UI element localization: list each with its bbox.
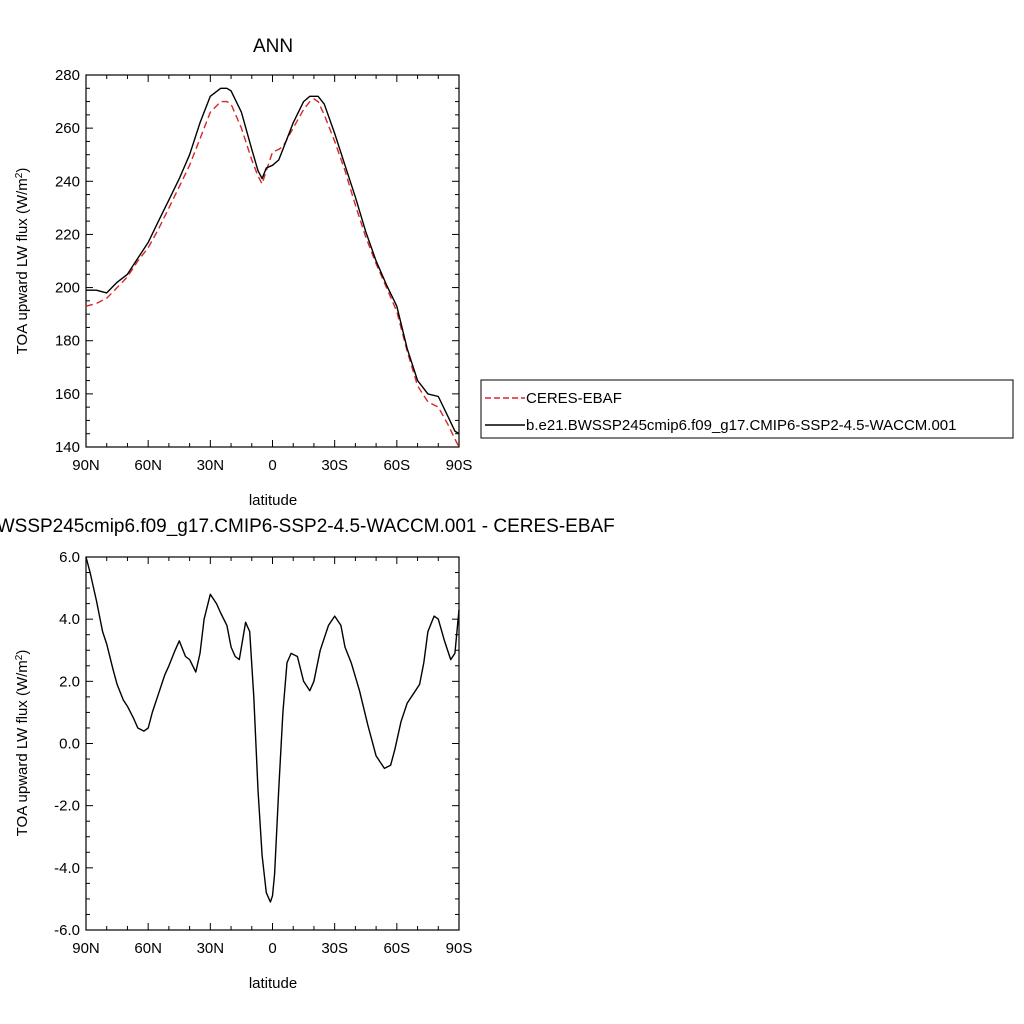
bottom-y-axis-label-sup: 2: [14, 654, 25, 660]
top-y-tick-label: 160: [55, 386, 80, 403]
top-axis-ticks: 90N 60N 30N 0 30S 60S 90S 140 160 180 200 220 240 260…: [55, 67, 472, 474]
bottom-axis-ticks: 90N 60N 30N 0 30S 60S 90S -6.0 -4.0 -2.0 0.0 2.0 4.0…: [54, 549, 472, 957]
top-y-axis-label-sup: 2: [14, 172, 25, 178]
bottom-series-lines: [85, 556, 460, 903]
bottom-x-tick-label: 90S: [446, 940, 473, 957]
top-y-tick-label: 140: [55, 439, 80, 456]
bottom-panel-title: b.e21.BWSSP245cmip6.f09_g17.CMIP6-SSP2-4…: [0, 516, 615, 537]
top-y-axis-label: TOA upward LW flux (W/m2): [14, 168, 32, 355]
bottom-x-tick-label: 60N: [134, 940, 162, 957]
top-x-tick-label: 60S: [383, 457, 410, 474]
top-x-tick-label: 90N: [72, 457, 100, 474]
top-y-tick-label: 260: [55, 120, 80, 137]
legend-label-model: b.e21.BWSSP245cmip6.f09_g17.CMIP6-SSP2-4…: [526, 417, 956, 434]
top-panel-title: ANN: [253, 36, 293, 57]
top-y-tick-label: 240: [55, 173, 80, 190]
bottom-x-tick-label: 30S: [321, 940, 348, 957]
top-y-tick-label: 180: [55, 333, 80, 350]
top-x-axis-label: latitude: [249, 492, 297, 509]
bottom-x-tick-label: 30N: [197, 940, 225, 957]
top-plot-frame: [85, 74, 460, 448]
bottom-panel: b.e21.BWSSP245cmip6.f09_g17.CMIP6-SSP2-4…: [0, 516, 615, 992]
bottom-x-tick-label: 90N: [72, 940, 100, 957]
top-x-tick-label: 60N: [134, 457, 162, 474]
bottom-x-tick-label: 0: [268, 940, 276, 957]
top-series-lines: [85, 87, 460, 448]
top-y-axis-label-close: ): [14, 168, 31, 173]
bottom-y-tick-label: -2.0: [54, 798, 80, 815]
top-x-tick-label: 0: [268, 457, 276, 474]
bottom-y-axis-label: TOA upward LW flux (W/m2): [14, 650, 32, 837]
legend: CERES-EBAF b.e21.BWSSP245cmip6.f09_g17.C…: [480, 379, 1014, 439]
bottom-x-tick-label: 60S: [383, 940, 410, 957]
bottom-x-axis-label: latitude: [249, 975, 297, 992]
top-x-tick-label: 30S: [321, 457, 348, 474]
top-series-line-1: [86, 87, 460, 435]
top-panel: ANN 90N 60N 30N 0 30S 60S 90S 140 160 180 200 220 24…: [14, 36, 473, 509]
bottom-y-tick-label: -6.0: [54, 922, 80, 939]
top-y-tick-label: 200: [55, 280, 80, 297]
bottom-y-tick-label: -4.0: [54, 860, 80, 877]
bottom-plot-frame: [85, 556, 460, 931]
bottom-y-tick-label: 2.0: [59, 673, 80, 690]
legend-box: [480, 379, 1014, 439]
legend-label-ceres: CERES-EBAF: [526, 390, 622, 407]
top-x-tick-label: 30N: [197, 457, 225, 474]
top-y-axis-label-main: TOA upward LW flux (W/m: [14, 178, 31, 354]
bottom-y-tick-label: 0.0: [59, 736, 80, 753]
top-series-line-0: [85, 98, 460, 448]
top-y-tick-label: 280: [55, 67, 80, 84]
top-y-tick-label: 220: [55, 226, 80, 243]
top-x-tick-label: 90S: [446, 457, 473, 474]
bottom-y-tick-label: 6.0: [59, 549, 80, 566]
bottom-series-line-0: [85, 556, 460, 903]
bottom-y-axis-label-main: TOA upward LW flux (W/m: [14, 660, 31, 836]
bottom-y-axis-label-close: ): [14, 650, 31, 655]
bottom-y-tick-label: 4.0: [59, 611, 80, 628]
